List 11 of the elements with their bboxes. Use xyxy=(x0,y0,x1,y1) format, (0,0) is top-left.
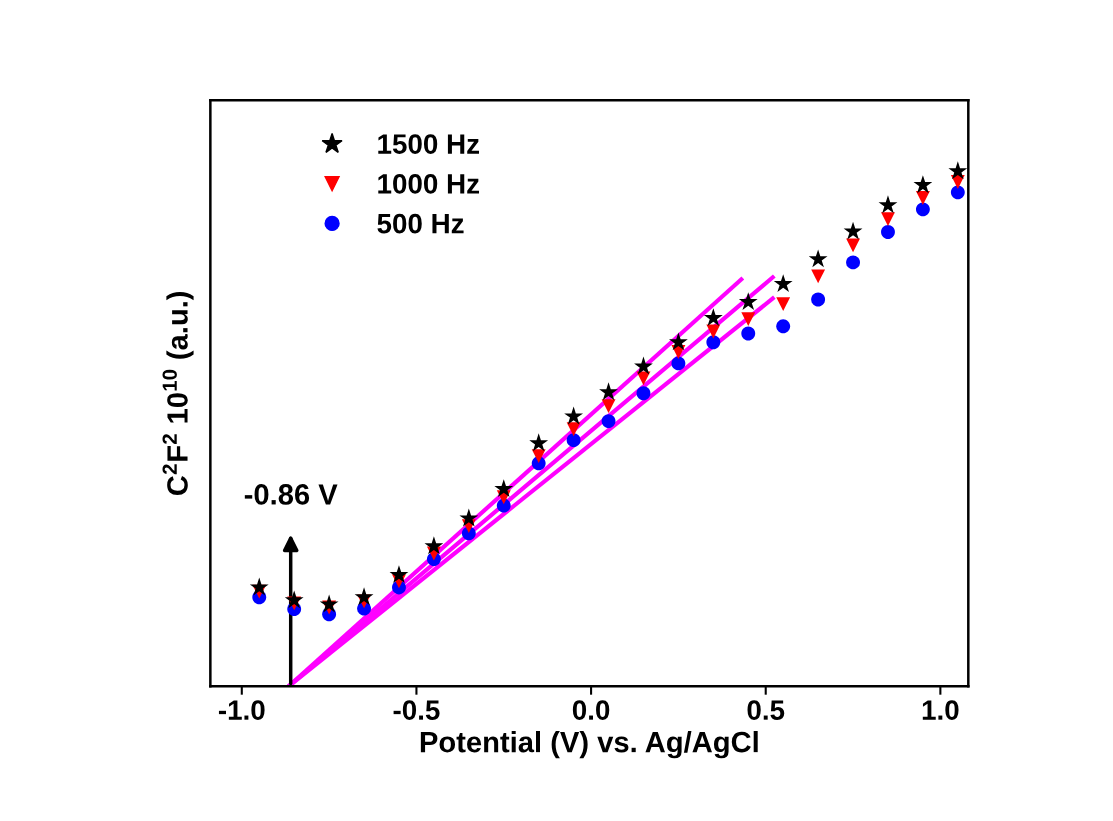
legend-label: 1000 Hz xyxy=(378,174,480,194)
x-tick-label: 0.0 xyxy=(572,700,610,720)
x-tick-label: -1.0 xyxy=(218,700,265,720)
legend-label: 500 Hz xyxy=(377,213,464,234)
y-axis-title: C$^{2}$F$^{2}$ 10$^{10}$ (a.u.) xyxy=(162,291,194,496)
x-axis-title: Potential (V) vs. Ag/AgCl xyxy=(420,731,758,759)
legend-label: 1500 Hz xyxy=(378,134,480,154)
x-tick-label: 1.0 xyxy=(922,700,959,720)
annotation: -0.86 V xyxy=(244,484,338,505)
x-tick-label: 0.5 xyxy=(747,700,785,720)
x-tick-label: -0.5 xyxy=(393,700,440,720)
